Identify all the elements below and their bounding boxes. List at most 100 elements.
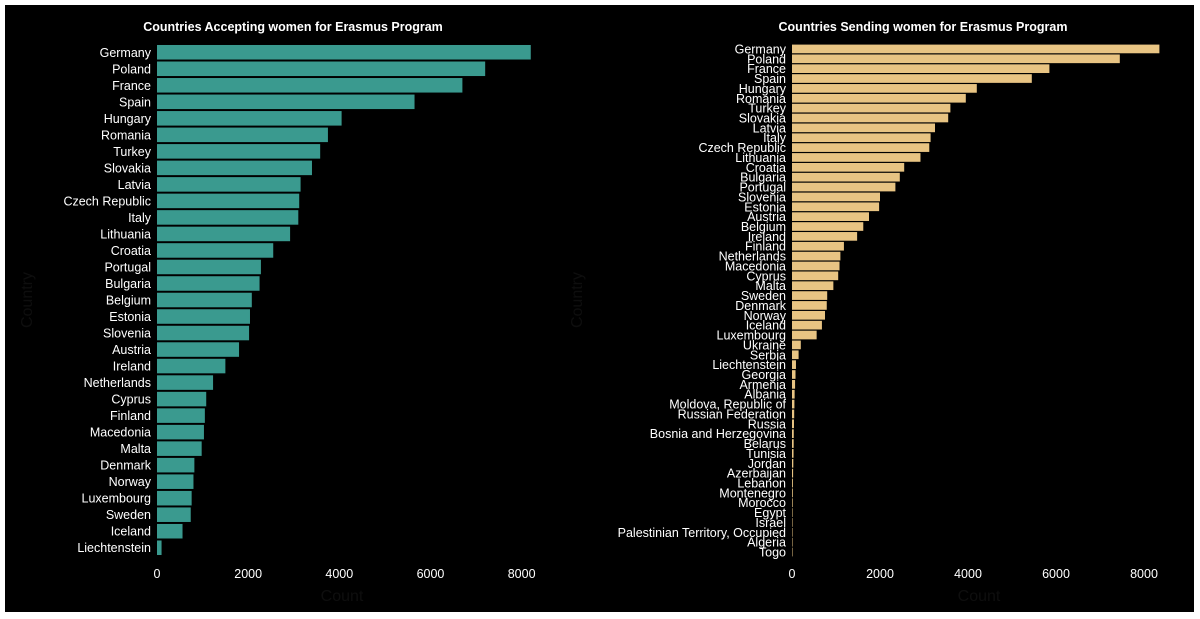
bar-bulgaria [157, 276, 260, 291]
bar-egypt [792, 508, 793, 517]
bar-palestinian-territory-occupied [792, 527, 793, 537]
right-x-axis-label: Count [958, 588, 1001, 605]
left-x-axis-label: Count [321, 588, 364, 605]
bar-russia [792, 419, 794, 429]
bar-italy [157, 210, 299, 225]
category-label: Norway [744, 309, 787, 323]
category-label: Poland [747, 52, 786, 66]
bar-belgium [157, 292, 252, 308]
category-label: Hungary [104, 112, 152, 126]
bar-azerbaijan [792, 468, 794, 478]
bar-armenia [792, 380, 796, 389]
category-label: Portugal [104, 260, 151, 274]
x-tick-label: 2000 [234, 567, 262, 581]
left-bar-chart: Germany Poland France Spain Hungary Romania Tu… [63, 44, 536, 581]
bar-algeria [792, 537, 793, 547]
category-label: Slovakia [104, 161, 151, 175]
category-label: Togo [759, 546, 786, 560]
category-label: Cyprus [111, 393, 151, 407]
bar-romania [792, 93, 966, 103]
category-label: Sweden [741, 289, 786, 303]
category-label: Netherlands [719, 250, 786, 264]
bar-slovakia [157, 160, 312, 176]
category-label: Belarus [744, 437, 786, 451]
category-label: Luxembourg [717, 329, 787, 343]
x-tick-label: 6000 [417, 567, 445, 581]
category-label: Slovenia [738, 190, 786, 204]
bar-hungary [792, 84, 977, 93]
bar-poland [792, 54, 1120, 64]
x-tick-label: 2000 [866, 567, 894, 581]
category-label: Palestinian Territory, Occupied [618, 526, 786, 540]
category-label: Turkey [113, 145, 151, 159]
category-label: Iceland [111, 525, 151, 539]
bar-malta [792, 281, 834, 291]
x-tick-label: 6000 [1042, 567, 1070, 581]
right-bar-chart: GermanyPolandFranceSpainHungaryRomaniaTu… [618, 42, 1160, 581]
category-label: Turkey [748, 102, 786, 116]
category-label: France [112, 79, 151, 93]
bar-bulgaria [792, 172, 900, 182]
category-label: Serbia [750, 348, 786, 362]
category-label: Cyprus [746, 269, 786, 283]
bar-georgia [792, 370, 796, 379]
bar-ireland [792, 232, 858, 241]
bar-latvia [792, 123, 935, 133]
category-label: Spain [754, 72, 786, 86]
category-label: Armenia [739, 378, 786, 392]
bar-austria [792, 212, 869, 221]
category-label: Ireland [113, 360, 151, 374]
bar-poland [157, 61, 486, 77]
category-label: Bulgaria [105, 277, 151, 291]
bar-hungary [157, 111, 342, 126]
bar-croatia [157, 243, 274, 258]
category-label: Macedonia [90, 426, 151, 440]
category-label: Russia [748, 417, 786, 431]
bar-liechtenstein [157, 540, 162, 556]
bar-netherlands [157, 375, 214, 390]
bar-belarus [792, 439, 794, 448]
bar-jordan [792, 458, 794, 468]
category-label: Malta [755, 279, 786, 293]
bar-denmark [157, 457, 195, 473]
category-label: Lithuania [735, 151, 786, 165]
bar-iceland [157, 523, 183, 539]
category-label: Tunisia [746, 447, 786, 461]
bar-norway [792, 310, 825, 320]
category-label: Italy [763, 131, 787, 145]
bar-romania [157, 127, 328, 143]
bar-estonia [157, 309, 250, 324]
category-label: Croatia [746, 161, 786, 175]
x-tick-label: 0 [789, 567, 796, 581]
bar-austria [157, 342, 240, 357]
category-label: Liechtenstein [712, 358, 786, 372]
category-label: Ireland [748, 230, 786, 244]
category-label: Liechtenstein [77, 541, 151, 555]
category-label: Luxembourg [82, 492, 152, 506]
category-label: Denmark [735, 299, 786, 313]
x-tick-label: 8000 [508, 567, 536, 581]
bar-denmark [792, 301, 827, 310]
bar-norway [157, 474, 194, 489]
bar-lebanon [792, 478, 793, 488]
category-label: Austria [747, 210, 786, 224]
category-label: Croatia [111, 244, 151, 258]
category-label: Belgium [741, 220, 786, 234]
bar-germany [157, 44, 531, 60]
category-label: Estonia [109, 310, 151, 324]
bar-italy [792, 133, 931, 143]
bar-germany [792, 44, 1160, 54]
bar-lithuania [157, 226, 291, 242]
category-label: Bulgaria [740, 171, 786, 185]
category-label: Lithuania [100, 227, 151, 241]
bar-belgium [792, 222, 864, 231]
bar-serbia [792, 350, 799, 360]
category-label: Norway [109, 475, 152, 489]
category-label: Russian Federation [678, 407, 786, 421]
bar-croatia [792, 162, 905, 172]
bar-france [157, 78, 463, 93]
category-label: Sweden [106, 508, 151, 522]
bar-turkey [792, 103, 951, 113]
category-label: Portugal [739, 181, 786, 195]
